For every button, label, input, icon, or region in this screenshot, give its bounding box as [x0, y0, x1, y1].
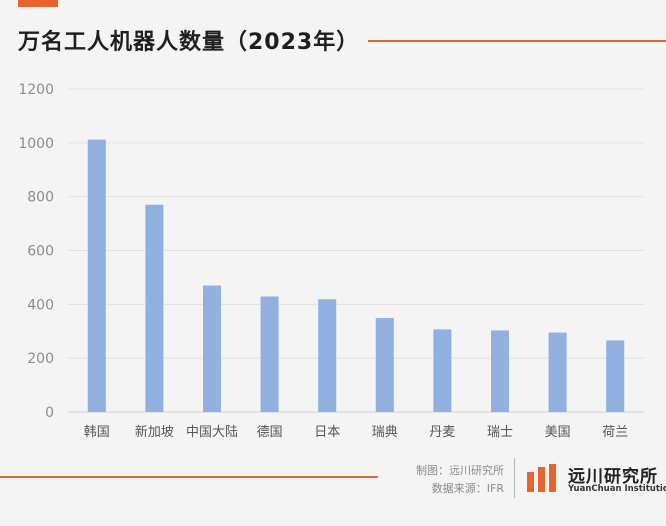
x-tick-label: 中国大陆 — [186, 424, 238, 440]
logo-name: 远川研究所 — [568, 467, 658, 487]
top-accent-bar — [18, 0, 58, 7]
x-tick-label: 美国 — [545, 425, 571, 440]
bar — [548, 332, 567, 412]
y-tick-label: 400 — [27, 297, 54, 313]
y-tick-label: 800 — [27, 190, 54, 206]
credit-block: 制图：远川研究所 数据来源：IFR — [392, 462, 504, 498]
y-tick-label: 1000 — [18, 136, 54, 152]
bar — [606, 340, 625, 412]
x-tick-label: 韩国 — [84, 425, 110, 440]
x-tick-label: 瑞典 — [372, 425, 398, 440]
y-tick-label: 600 — [27, 244, 54, 260]
bar — [87, 139, 106, 412]
x-tick-label: 德国 — [257, 425, 283, 440]
bar — [203, 285, 221, 412]
source-line: 数据来源：IFR — [431, 482, 504, 495]
bar — [260, 296, 279, 412]
footer-divider — [514, 458, 515, 498]
bar-chart: 0 200 400 600 800 1000 1200 韩国 新加坡 中国大陆 德国 日本 瑞典 丹麦 瑞士… — [18, 82, 644, 440]
x-tick-label: 丹麦 — [429, 425, 455, 440]
x-tick-label: 新加坡 — [135, 424, 174, 440]
footer-rule — [0, 476, 378, 478]
logo-mark-icon — [527, 464, 556, 492]
y-tick-label: 0 — [45, 405, 54, 421]
x-tick-label: 瑞士 — [487, 425, 513, 440]
logo-english-name: YuanChuan Institution — [568, 484, 666, 494]
chart-title: 万名工人机器人数量（2023年） — [18, 30, 360, 55]
x-tick-label: 日本 — [314, 425, 340, 440]
bar — [491, 330, 509, 412]
bar — [145, 204, 164, 412]
y-tick-label: 1200 — [18, 82, 54, 98]
bar — [318, 299, 337, 412]
y-tick-label: 200 — [27, 351, 54, 367]
x-tick-label: 荷兰 — [602, 425, 628, 440]
bar — [375, 318, 394, 412]
bar — [433, 329, 452, 412]
title-rule — [368, 40, 666, 42]
credit-line: 制图：远川研究所 — [416, 464, 504, 477]
